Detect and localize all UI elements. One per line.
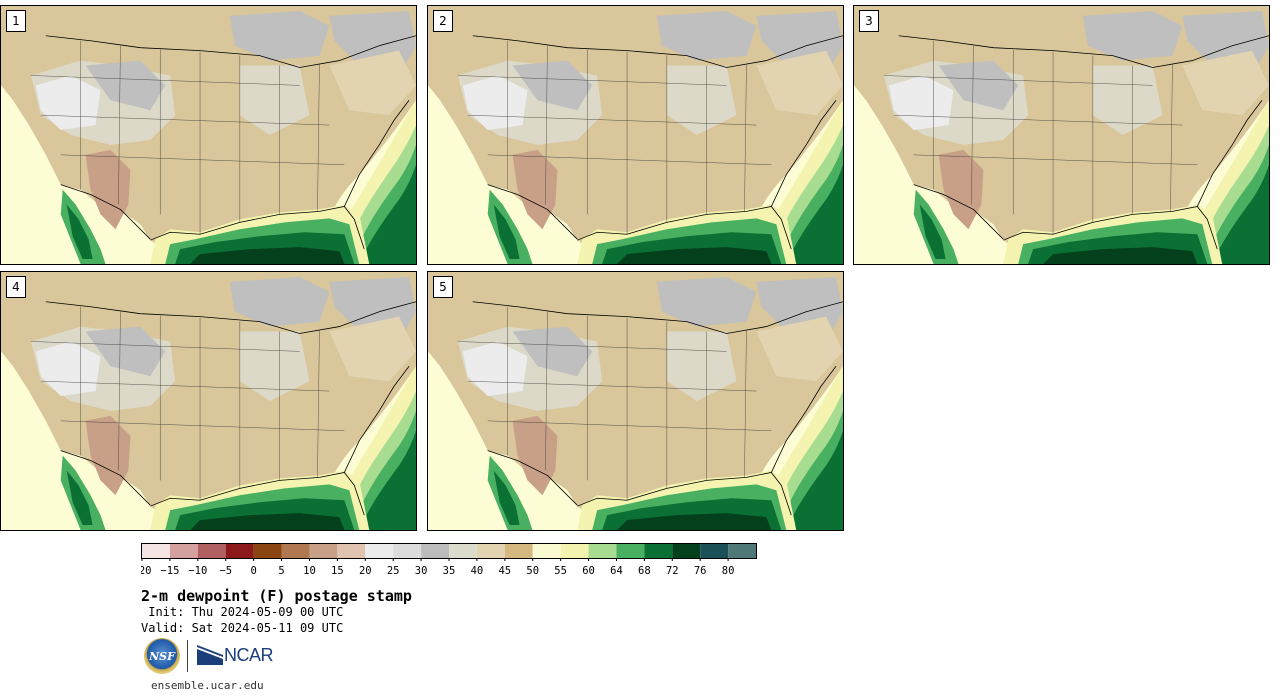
colorbar-tick-label: 5 bbox=[278, 565, 284, 577]
colorbar-tick-label: −5 bbox=[219, 565, 232, 577]
colorbar-swatch bbox=[560, 544, 589, 558]
valid-time: Valid: Sat 2024-05-11 09 UTC bbox=[141, 621, 344, 635]
map-panel-1: 1 bbox=[0, 5, 417, 265]
ncar-logo-text: NCAR bbox=[224, 644, 274, 665]
colorbar-tick-label: −20 bbox=[141, 565, 151, 577]
panel-label: 2 bbox=[433, 10, 453, 32]
dewpoint-map bbox=[1, 6, 416, 264]
panel-label: 1 bbox=[6, 10, 26, 32]
colorbar-tick-label: 15 bbox=[331, 565, 344, 577]
colorbar-tick-label: 80 bbox=[722, 565, 735, 577]
colorbar-swatch bbox=[728, 544, 756, 558]
colorbar-tick-label: 35 bbox=[443, 565, 456, 577]
colorbar-swatch bbox=[365, 544, 394, 558]
dewpoint-map bbox=[854, 6, 1269, 264]
colorbar-swatch bbox=[532, 544, 561, 558]
dewpoint-map bbox=[1, 272, 416, 530]
colorbar-swatch bbox=[421, 544, 449, 558]
nsf-logo-text: NSF bbox=[149, 649, 175, 663]
colorbar-swatch bbox=[197, 544, 226, 558]
figure-title: 2-m dewpoint (F) postage stamp bbox=[141, 587, 412, 605]
colorbar-swatch bbox=[309, 544, 338, 558]
colorbar: −20 −15 −10 −5 0 5 10 15 20 25 30 35 40 45 50 55 60 64 68 7… bbox=[141, 543, 757, 577]
colorbar-swatch bbox=[337, 544, 366, 558]
dewpoint-map bbox=[428, 6, 843, 264]
map-panel-5: 5 bbox=[427, 271, 844, 531]
colorbar-tick-label: 10 bbox=[303, 565, 316, 577]
colorbar-tick-label: −10 bbox=[188, 565, 207, 577]
init-time: Init: Thu 2024-05-09 00 UTC bbox=[141, 605, 344, 619]
colorbar-swatch bbox=[588, 544, 617, 558]
colorbar-tick-label: 72 bbox=[666, 565, 679, 577]
colorbar-tick-label: 30 bbox=[415, 565, 428, 577]
colorbar-tick-label: 0 bbox=[250, 565, 256, 577]
colorbar-tick-label: 68 bbox=[638, 565, 651, 577]
map-panel-3: 3 bbox=[853, 5, 1270, 265]
colorbar-swatch bbox=[169, 544, 198, 558]
panel-label: 4 bbox=[6, 276, 26, 298]
colorbar-swatch bbox=[644, 544, 673, 558]
map-panel-4: 4 bbox=[0, 271, 417, 531]
colorbar-tick-label: 25 bbox=[387, 565, 400, 577]
colorbar-swatch bbox=[616, 544, 645, 558]
colorbar-swatch bbox=[253, 544, 282, 558]
colorbar-tick-label: 50 bbox=[526, 565, 539, 577]
nsf-logo: NSF bbox=[144, 638, 180, 674]
colorbar-tick-label: 55 bbox=[554, 565, 567, 577]
panel-label: 5 bbox=[433, 276, 453, 298]
colorbar-tick-label: 45 bbox=[498, 565, 511, 577]
colorbar-swatch bbox=[281, 544, 310, 558]
colorbar-swatch bbox=[225, 544, 254, 558]
colorbar-tick-label: 64 bbox=[610, 565, 623, 577]
panel-label: 3 bbox=[859, 10, 879, 32]
colorbar-swatch bbox=[672, 544, 701, 558]
colorbar-swatch bbox=[504, 544, 533, 558]
colorbar-swatch bbox=[700, 544, 729, 558]
colorbar-tick-label: 40 bbox=[471, 565, 484, 577]
colorbar-swatch bbox=[393, 544, 422, 558]
ncar-mark-icon bbox=[197, 645, 223, 665]
colorbar-swatch bbox=[142, 544, 170, 558]
colorbar-tick-label: 20 bbox=[359, 565, 372, 577]
logo-divider bbox=[187, 640, 188, 672]
colorbar-swatch bbox=[476, 544, 505, 558]
map-panel-2: 2 bbox=[427, 5, 844, 265]
website-text: ensemble.ucar.edu bbox=[151, 679, 264, 692]
dewpoint-map bbox=[428, 272, 843, 530]
colorbar-tick-label: 76 bbox=[694, 565, 707, 577]
colorbar-tick-label: 60 bbox=[582, 565, 595, 577]
ncar-logo: NCAR bbox=[197, 643, 274, 667]
colorbar-swatch bbox=[449, 544, 477, 558]
colorbar-tick-label: −15 bbox=[160, 565, 179, 577]
